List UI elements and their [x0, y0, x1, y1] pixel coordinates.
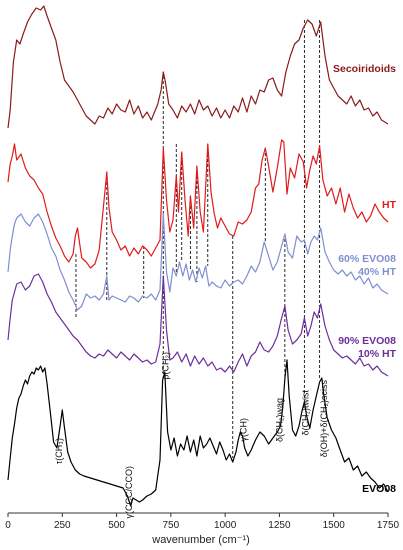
- x-tick-label-0: 0: [5, 520, 11, 531]
- x-axis-title: wavenumber (cm⁻¹): [151, 534, 250, 546]
- series-label-3-1: 10% HT: [358, 348, 397, 360]
- series-label-2-0: 60% EVO08: [338, 253, 396, 265]
- x-tick-label-4: 1000: [214, 520, 237, 531]
- x-tick-label-5: 1250: [268, 520, 291, 531]
- x-tick-label-1: 250: [54, 520, 71, 531]
- series-lines: [7, 5, 389, 507]
- annotation-1: γ(CCC/CCO): [124, 466, 134, 519]
- peak-annotations: τ(CH₃) γ(CCC/CCO) ρ(CH₂) γ(CH) δ(CH₂)wag δ(CH…: [54, 352, 329, 518]
- annotation-3: γ(CH): [238, 418, 248, 442]
- series-label-3-0: 90% EVO08: [338, 335, 396, 347]
- x-tick-label-7: 1750: [377, 520, 400, 531]
- annotation-0: τ(CH₃): [54, 438, 64, 464]
- annotation-5: δ(CH₂)twist: [300, 389, 310, 435]
- series-line-2: [7, 213, 389, 311]
- x-tick-label-3: 750: [163, 520, 180, 531]
- x-axis: 0 250 500 750 1000 1250 1500 1750: [5, 512, 400, 531]
- annotation-6: δ(OH)+δ(CH₂)sciss: [319, 380, 329, 458]
- series-label-2-1: 40% HT: [358, 266, 397, 278]
- annotation-2: ρ(CH₂): [161, 352, 171, 380]
- x-tick-label-6: 1500: [323, 520, 346, 531]
- series-line-0: [7, 5, 389, 129]
- annotation-4: δ(CH₂)wag: [275, 398, 285, 442]
- x-tick-label-2: 500: [108, 520, 125, 531]
- series-line-1: [7, 139, 389, 269]
- series-line-4: [7, 359, 389, 507]
- series-label-4-0: EVO08: [362, 483, 396, 495]
- series-label-1-0: HT: [382, 199, 397, 211]
- series-label-0-0: Secoiridoids: [333, 63, 396, 75]
- series-line-3: [7, 273, 389, 377]
